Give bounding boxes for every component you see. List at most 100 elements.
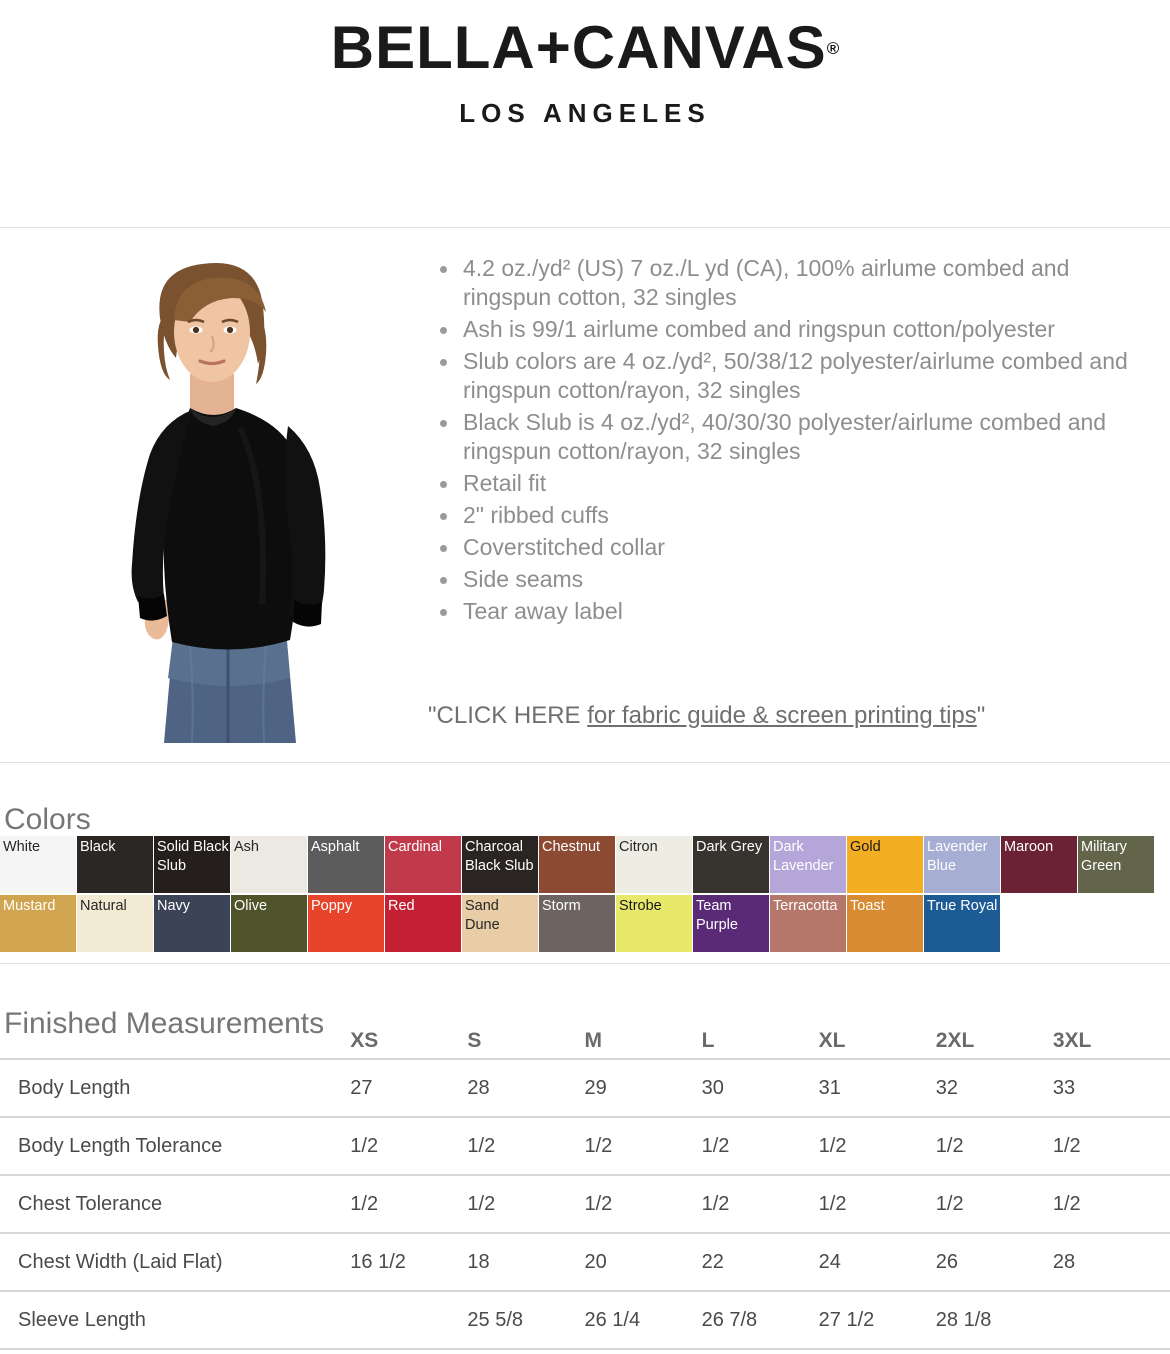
measurement-label: Body Length [18,1076,131,1099]
color-swatch[interactable]: Natural [77,895,153,952]
product-photo [90,248,370,743]
brand-name: BELLA+CANVAS® [0,18,1170,78]
spec-item: Tear away label [428,597,1128,626]
measurement-value: 1/2 [1052,1192,1081,1215]
fabric-guide-link[interactable]: for fabric guide & screen printing tips [587,702,977,729]
size-column-header: 3XL [1052,1028,1092,1052]
measurement-label: Chest Width (Laid Flat) [18,1250,223,1273]
color-swatch-label: Natural [80,898,127,914]
size-column-header: 2XL [935,1028,975,1052]
measurement-value: 1/2 [350,1192,379,1215]
measurement-value [350,1291,467,1349]
measurements-header-row: XS S M L XL 2XL 3XL [0,1023,1170,1059]
color-swatch[interactable]: White [0,836,76,893]
spec-item: 4.2 oz./yd² (US) 7 oz./L yd (CA), 100% a… [428,254,1128,312]
color-swatch[interactable]: Olive [231,895,307,952]
color-swatch-label: Asphalt [311,839,360,855]
measurement-value: 1/2 [701,1134,730,1157]
measurement-value: 32 [935,1076,959,1099]
measurement-value: 1/2 [1052,1134,1081,1157]
measurement-value [1053,1291,1170,1349]
color-swatch-label: Navy [157,898,191,914]
color-swatch-label: Team Purple [696,898,738,934]
measurement-value: 30 [701,1076,724,1099]
color-swatch[interactable]: Navy [154,895,230,952]
color-swatch-label: Mustard [3,898,56,914]
spec-item: Side seams [428,565,1128,594]
click-here-suffix: " [976,702,986,729]
measurement-value: 26 [935,1250,959,1273]
measurement-value: 25 5/8 [467,1308,523,1331]
color-swatch-label: Solid Black Slub [157,839,229,875]
measurement-value: 18 [467,1250,490,1273]
divider-colors [0,762,1170,763]
color-swatch[interactable]: Sand Dune [462,895,538,952]
color-swatch[interactable]: Poppy [308,895,384,952]
measurement-value: 1/2 [350,1134,379,1157]
color-swatch-label: Cardinal [388,839,442,855]
measurement-name-header [0,1023,350,1059]
measurement-value: 31 [818,1076,841,1099]
measurement-value: 1/2 [467,1192,496,1215]
color-swatch-label: Red [388,898,415,914]
color-swatch[interactable]: Charcoal Black Slub [462,836,538,893]
measurement-value: 1/2 [584,1134,613,1157]
colors-heading: Colors [4,802,91,836]
color-swatch[interactable]: Gold [847,836,923,893]
color-swatch[interactable]: Chestnut [539,836,615,893]
size-column-header: L [701,1028,715,1052]
spec-item: Black Slub is 4 oz./yd², 40/30/30 polyes… [428,408,1128,466]
color-swatch-label: Lavender Blue [927,839,988,875]
color-swatch-label: Terracotta [773,898,838,914]
color-swatch[interactable]: Military Green [1078,836,1154,893]
measurement-value: 1/2 [701,1192,730,1215]
brand-name-text: BELLA+CANVAS [330,14,827,81]
color-swatch[interactable]: Strobe [616,895,692,952]
color-swatch[interactable]: Terracotta [770,895,846,952]
spec-item: 2" ribbed cuffs [428,501,1128,530]
color-swatch-grid: White Black Solid Black Slub Ash Asphalt Card… [0,836,1170,952]
color-swatch[interactable]: Storm [539,895,615,952]
color-swatch[interactable]: Cardinal [385,836,461,893]
color-swatch-label: Sand Dune [465,898,500,934]
size-column-header: XL [818,1028,846,1052]
size-column-header: S [467,1028,482,1052]
color-swatch[interactable]: Maroon [1001,836,1077,893]
color-swatch[interactable]: Toast [847,895,923,952]
color-swatch[interactable]: Citron [616,836,692,893]
divider-top [0,227,1170,228]
measurement-label: Chest Tolerance [18,1192,163,1215]
measurement-value: 1/2 [935,1134,964,1157]
measurement-label: Sleeve Length [18,1308,146,1331]
table-row: Body Length Tolerance 1/2 1/2 1/2 1/2 1/2 1/2 1… [0,1117,1170,1175]
measurement-value: 1/2 [818,1134,847,1157]
measurement-value: 1/2 [935,1192,964,1215]
color-swatch-label: Maroon [1004,839,1054,855]
color-swatch[interactable]: Red [385,895,461,952]
color-swatch-label: Charcoal Black Slub [465,839,534,875]
color-swatch-label: Storm [542,898,581,914]
spec-item: Coverstitched collar [428,533,1128,562]
color-swatch[interactable]: Team Purple [693,895,769,952]
color-swatch-label: Military Green [1081,839,1127,875]
color-swatch[interactable]: Asphalt [308,836,384,893]
color-swatch[interactable]: Dark Grey [693,836,769,893]
color-swatch[interactable]: Solid Black Slub [154,836,230,893]
measurement-value: 22 [701,1250,724,1273]
color-swatch[interactable]: Black [77,836,153,893]
spec-item: Slub colors are 4 oz./yd², 50/38/12 poly… [428,347,1128,405]
brand-logo: BELLA+CANVAS® LOS ANGELES [0,18,1170,129]
color-swatch[interactable]: Mustard [0,895,76,952]
color-swatch-label: Toast [850,898,885,914]
measurement-value: 28 [467,1076,490,1099]
table-row: Chest Tolerance 1/2 1/2 1/2 1/2 1/2 1/2 1/2 [0,1175,1170,1233]
color-swatch[interactable]: Ash [231,836,307,893]
measurement-value: 24 [818,1250,841,1273]
color-swatch[interactable]: Dark Lavender [770,836,846,893]
size-column-header: XS [350,1028,379,1052]
color-swatch[interactable]: True Royal [924,895,1000,952]
measurement-value: 20 [584,1250,607,1273]
color-swatch[interactable]: Lavender Blue [924,836,1000,893]
color-swatch-label: Poppy [311,898,353,914]
